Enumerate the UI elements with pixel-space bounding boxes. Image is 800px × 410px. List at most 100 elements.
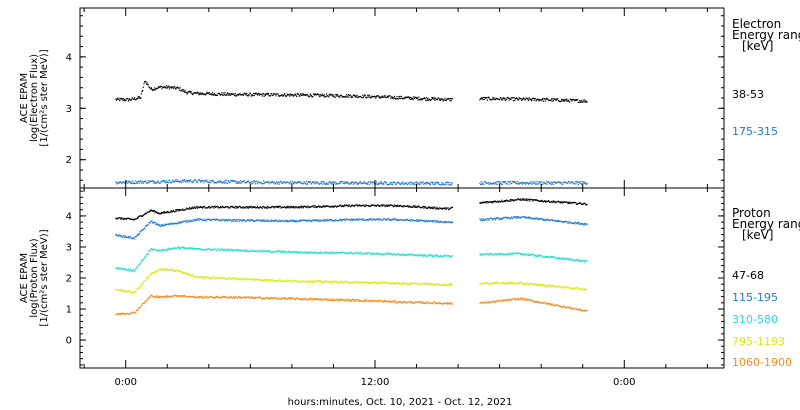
data-point: [126, 236, 128, 238]
data-point: [259, 220, 262, 222]
data-point: [144, 302, 146, 304]
data-point: [161, 88, 163, 90]
data-point: [362, 94, 364, 96]
data-point: [266, 181, 268, 183]
data-point: [491, 217, 493, 219]
data-point: [483, 201, 485, 203]
data-point: [273, 181, 275, 183]
data-point: [407, 254, 409, 256]
data-point: [413, 96, 415, 98]
data-point: [276, 250, 278, 252]
data-point: [446, 255, 448, 257]
data-point: [124, 218, 126, 220]
data-point: [201, 219, 204, 221]
data-point: [367, 281, 369, 283]
data-point: [585, 183, 588, 185]
data-point: [215, 219, 217, 221]
data-point: [229, 92, 231, 95]
data-point: [115, 313, 118, 315]
data-point: [243, 249, 245, 251]
data-point: [169, 86, 171, 88]
data-point: [259, 296, 262, 298]
data-point: [160, 86, 162, 88]
data-point: [427, 207, 429, 209]
data-point: [527, 98, 529, 100]
data-point: [254, 206, 256, 208]
data-point: [300, 93, 302, 95]
data-point: [182, 246, 184, 248]
data-point: [233, 248, 235, 251]
data-point: [185, 273, 187, 275]
data-point: [538, 100, 540, 102]
data-point: [123, 219, 125, 221]
data-point: [360, 182, 362, 184]
data-point: [431, 182, 434, 184]
series-795-1193: [115, 268, 588, 294]
data-point: [529, 98, 531, 100]
data-point: [301, 281, 303, 283]
data-point: [180, 295, 182, 297]
data-point: [232, 219, 234, 221]
data-point: [284, 93, 286, 95]
data-point: [190, 248, 192, 250]
data-point: [487, 253, 489, 255]
data-point: [498, 282, 500, 284]
data-point: [168, 86, 170, 88]
data-point: [349, 206, 351, 208]
data-point: [370, 97, 372, 99]
data-point: [480, 181, 482, 183]
data-point: [225, 182, 227, 184]
data-point: [562, 286, 564, 288]
data-point: [389, 95, 391, 97]
data-point: [270, 219, 272, 221]
data-point: [153, 271, 155, 273]
data-point: [241, 250, 243, 252]
data-point: [167, 269, 169, 271]
data-point: [201, 180, 203, 182]
data-point: [180, 270, 182, 272]
data-point: [238, 279, 240, 281]
data-point: [200, 92, 202, 94]
data-point: [173, 85, 176, 87]
data-point: [512, 100, 515, 102]
data-point: [322, 205, 325, 207]
data-point: [451, 284, 454, 286]
data-point: [237, 207, 239, 209]
data-point: [227, 206, 229, 208]
data-point: [324, 94, 326, 96]
data-point: [494, 282, 496, 284]
data-point: [326, 182, 328, 184]
data-point: [416, 254, 418, 256]
data-point: [265, 278, 267, 280]
data-point: [407, 253, 409, 255]
data-point: [336, 281, 338, 283]
data-point: [304, 298, 306, 300]
data-point: [294, 181, 296, 183]
data-point: [332, 95, 334, 98]
data-point: [199, 247, 201, 249]
data-point: [534, 284, 536, 286]
data-point: [341, 220, 343, 222]
data-point: [585, 100, 588, 103]
data-point: [435, 208, 437, 210]
data-point: [204, 275, 206, 278]
data-point: [178, 87, 180, 89]
data-point: [352, 298, 354, 300]
data-point: [287, 220, 290, 222]
data-point: [315, 181, 317, 183]
data-point: [275, 206, 277, 208]
data-point: [349, 94, 351, 96]
data-point: [196, 275, 198, 277]
data-point: [185, 91, 187, 94]
data-point: [355, 252, 358, 254]
data-point: [357, 97, 359, 99]
data-point: [253, 206, 255, 208]
data-point: [260, 279, 262, 281]
data-point: [400, 98, 402, 100]
data-point: [202, 180, 204, 182]
data-point: [367, 253, 369, 255]
data-point: [281, 297, 283, 299]
data-point: [539, 99, 541, 101]
data-point: [339, 280, 341, 282]
data-point: [118, 217, 120, 219]
